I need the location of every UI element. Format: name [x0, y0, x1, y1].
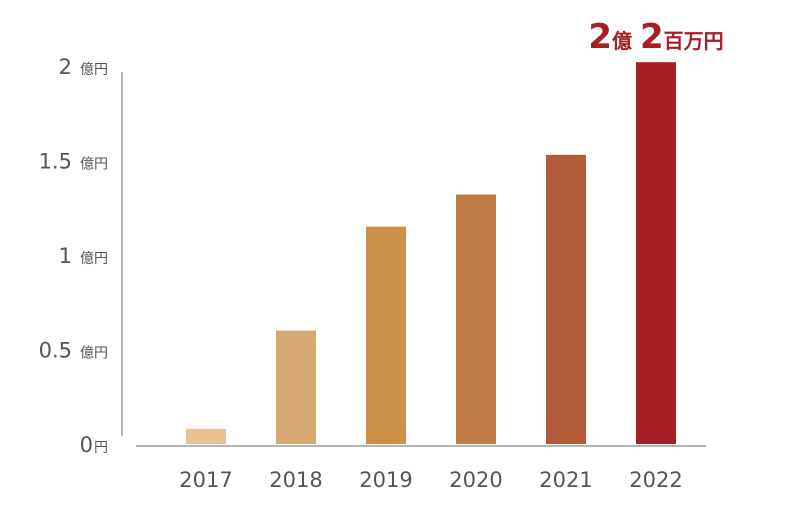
x-tick-label-2022: 2022	[629, 468, 682, 492]
x-axis-tick-labels: 2017 2018 2019 2020 2021 2022	[179, 468, 682, 492]
y-tick-label-1.5: 1.5 億円	[39, 150, 108, 174]
y-tick-label-0.5: 0.5 億円	[39, 339, 108, 363]
annotation-unit-1: 億	[612, 29, 632, 53]
max-value-annotation: 2億 2百万円	[588, 17, 723, 57]
bar-2017	[186, 428, 226, 444]
y-tick-label-2: 2 億円	[59, 55, 108, 79]
y-tick-label-0: 0円	[80, 433, 108, 457]
annotation-unit-2: 百万円	[664, 29, 724, 53]
x-tick-label-2018: 2018	[269, 468, 322, 492]
x-tick-label-2020: 2020	[449, 468, 502, 492]
x-tick-label-2017: 2017	[179, 468, 232, 492]
bar-2018	[276, 330, 316, 444]
y-axis-tick-labels: 0円 0.5 億円 1 億円 1.5 億円 2 億円	[39, 55, 108, 457]
bar-2022	[636, 62, 676, 444]
bar-2019	[366, 226, 406, 444]
bar-2021	[546, 154, 586, 444]
bars-group	[186, 62, 676, 444]
bar-2020	[456, 194, 496, 444]
x-tick-label-2019: 2019	[359, 468, 412, 492]
y-tick-label-1: 1 億円	[59, 244, 108, 268]
annotation-number-1: 2	[588, 17, 612, 57]
x-tick-label-2021: 2021	[539, 468, 592, 492]
annotation-number-2: 2	[640, 17, 664, 57]
